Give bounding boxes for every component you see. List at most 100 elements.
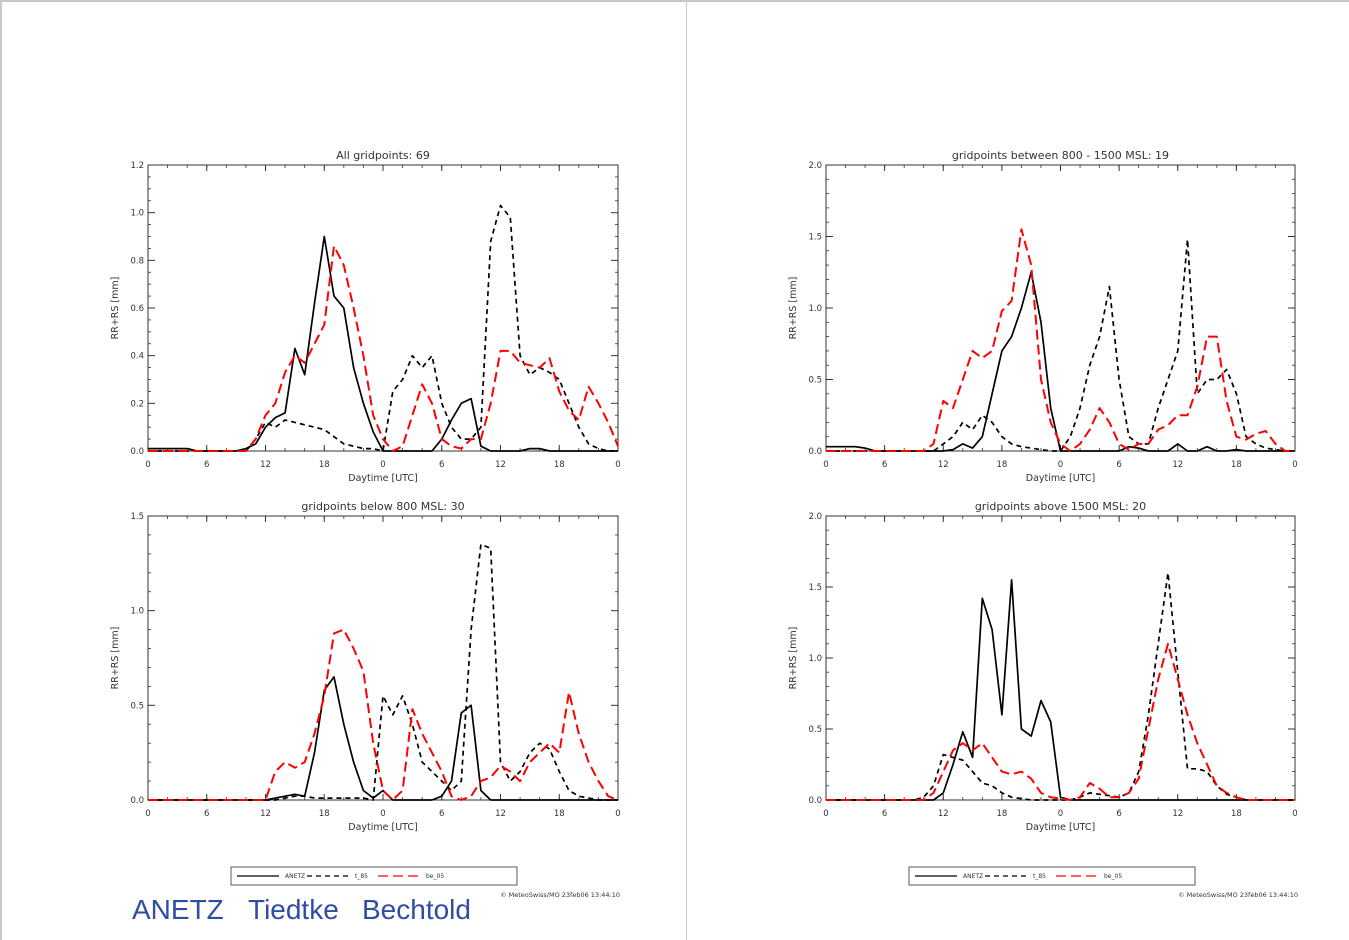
x-tick-label: 0 (1292, 460, 1297, 470)
y-tick-label: 0.0 (130, 447, 144, 457)
legend-label: t_85 (1033, 873, 1046, 880)
legend-box (230, 866, 518, 886)
y-tick-label: 1.5 (808, 583, 822, 593)
x-tick-label: 6 (1116, 460, 1121, 470)
x-tick-label: 18 (996, 460, 1007, 470)
x-tick-label: 12 (938, 460, 949, 470)
frame-top-border (0, 0, 1349, 2)
y-tick-label: 1.2 (130, 161, 144, 171)
x-tick-label: 12 (495, 460, 506, 470)
series-line-be-05 (148, 628, 619, 801)
x-tick-label: 6 (204, 809, 209, 819)
x-tick-label: 0 (1058, 460, 1063, 470)
x-tick-label: 0 (380, 460, 385, 470)
plot-frame (825, 515, 1296, 801)
series-line-t-85 (826, 571, 1295, 801)
y-tick-label: 1.0 (808, 304, 822, 314)
y-tick-label: 1.5 (808, 233, 822, 243)
panel-divider (686, 0, 687, 940)
y-tick-label: 0.5 (808, 376, 822, 386)
x-axis-label: Daytime [UTC] (1026, 822, 1096, 833)
x-tick-label: 0 (823, 809, 828, 819)
x-tick-label: 12 (260, 809, 271, 819)
series-line-t-85 (148, 204, 618, 452)
legend-label: ANETZ (285, 873, 305, 880)
plot-title: gridpoints between 800 - 1500 MSL: 19 (952, 149, 1169, 162)
x-tick-label: 0 (1292, 809, 1297, 819)
x-tick-label: 18 (996, 809, 1007, 819)
y-tick-label: 0.4 (130, 352, 144, 362)
plot-title: gridpoints below 800 MSL: 30 (301, 500, 464, 513)
legend-box (908, 866, 1196, 886)
y-tick-label: 0.0 (130, 796, 144, 806)
x-tick-label: 0 (823, 460, 828, 470)
plot-frame (147, 164, 619, 452)
y-tick-label: 0.5 (808, 725, 822, 735)
x-tick-label: 12 (1172, 460, 1183, 470)
x-tick-label: 6 (439, 460, 444, 470)
x-axis-label: Daytime [UTC] (348, 473, 418, 484)
y-tick-label: 1.0 (808, 654, 822, 664)
caption-bechtold: Bechtold (362, 894, 471, 925)
x-tick-label: 6 (882, 460, 887, 470)
y-axis-label: RR+RS [mm] (110, 277, 121, 340)
series-line-t-85 (826, 238, 1295, 452)
series-line-be-05 (148, 245, 619, 452)
x-tick-label: 18 (319, 809, 330, 819)
x-tick-label: 18 (1231, 809, 1242, 819)
y-tick-label: 1.0 (130, 209, 144, 219)
x-tick-label: 12 (1172, 809, 1183, 819)
plot-title: gridpoints above 1500 MSL: 20 (975, 500, 1146, 513)
series-line-anetz (148, 676, 618, 801)
y-tick-label: 0.2 (130, 399, 144, 409)
y-tick-label: 0.5 (130, 701, 144, 711)
legend-label: be_05 (1104, 873, 1122, 880)
x-tick-label: 0 (615, 809, 620, 819)
series-line-t-85 (148, 543, 618, 801)
series-line-be-05 (826, 228, 1295, 452)
y-tick-label: 0.0 (808, 447, 822, 457)
y-axis-label: RR+RS [mm] (788, 277, 799, 340)
x-axis-label: Daytime [UTC] (1026, 473, 1096, 484)
x-axis-label: Daytime [UTC] (348, 822, 418, 833)
plot-frame (825, 164, 1296, 452)
x-tick-label: 12 (938, 809, 949, 819)
y-tick-label: 2.0 (808, 161, 822, 171)
x-tick-label: 6 (882, 809, 887, 819)
series-line-be-05 (826, 642, 1295, 801)
credit-text: © MeteoSwiss/MO 23feb06 13:44:10 (500, 891, 620, 899)
frame-left-border (0, 0, 2, 940)
x-tick-label: 18 (1231, 460, 1242, 470)
y-tick-label: 1.0 (130, 607, 144, 617)
credit-text: © MeteoSwiss/MO 23feb06 13:44:10 (1178, 891, 1298, 899)
legend-label: t_85 (355, 873, 368, 880)
y-axis-label: RR+RS [mm] (110, 627, 121, 690)
x-tick-label: 18 (554, 809, 565, 819)
caption-anetz: ANETZ (132, 894, 224, 925)
plot-title: All gridpoints: 69 (336, 149, 430, 162)
x-tick-label: 12 (495, 809, 506, 819)
x-tick-label: 0 (145, 460, 150, 470)
y-tick-label: 1.5 (130, 512, 144, 522)
x-tick-label: 0 (1058, 809, 1063, 819)
series-line-anetz (148, 235, 618, 452)
caption-tiedtke: Tiedtke (248, 894, 339, 925)
x-tick-label: 12 (260, 460, 271, 470)
x-tick-label: 6 (439, 809, 444, 819)
series-line-anetz (826, 271, 1295, 452)
y-tick-label: 0.8 (130, 256, 144, 266)
series-line-anetz (826, 579, 1295, 801)
y-tick-label: 2.0 (808, 512, 822, 522)
x-tick-label: 0 (615, 460, 620, 470)
plot-frame (147, 515, 619, 801)
x-tick-label: 0 (145, 809, 150, 819)
legend-label: be_05 (426, 873, 444, 880)
legend-label: ANETZ (963, 873, 983, 880)
x-tick-label: 6 (1116, 809, 1121, 819)
x-tick-label: 0 (380, 809, 385, 819)
y-tick-label: 0.6 (130, 304, 144, 314)
y-tick-label: 0.0 (808, 796, 822, 806)
x-tick-label: 18 (554, 460, 565, 470)
x-tick-label: 18 (319, 460, 330, 470)
